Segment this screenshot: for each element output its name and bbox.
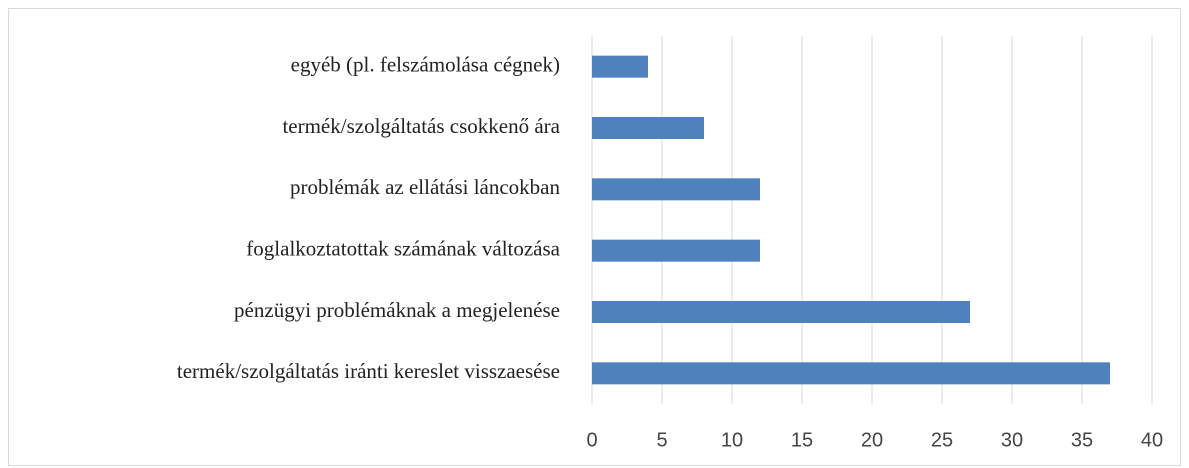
x-tick-label: 30 bbox=[1001, 429, 1023, 451]
bar bbox=[592, 55, 648, 78]
x-tick-label: 40 bbox=[1141, 429, 1163, 451]
x-tick-label: 25 bbox=[931, 429, 953, 451]
x-tick-label: 20 bbox=[861, 429, 883, 451]
y-tick-label: pénzügyi problémáknak a megjelenése bbox=[234, 298, 560, 322]
y-tick-label: termék/szolgáltatás iránti kereslet viss… bbox=[177, 359, 560, 383]
x-tick-label: 5 bbox=[656, 429, 667, 451]
x-tick-label: 0 bbox=[586, 429, 597, 451]
bar bbox=[592, 117, 704, 139]
bar bbox=[592, 239, 760, 262]
y-tick-label: egyéb (pl. felszámolása cégnek) bbox=[291, 52, 560, 76]
y-tick-label: termék/szolgáltatás csokkenő ára bbox=[282, 114, 560, 138]
y-tick-label: problémák az ellátási láncokban bbox=[290, 175, 560, 199]
bar bbox=[592, 362, 1110, 385]
y-tick-label: foglalkoztatottak számának változása bbox=[246, 236, 560, 260]
chart-border bbox=[8, 8, 1181, 466]
x-tick-label: 10 bbox=[721, 429, 743, 451]
x-tick-label: 15 bbox=[791, 429, 813, 451]
x-tick-label: 35 bbox=[1071, 429, 1093, 451]
bar bbox=[592, 301, 970, 323]
bar bbox=[592, 178, 760, 201]
